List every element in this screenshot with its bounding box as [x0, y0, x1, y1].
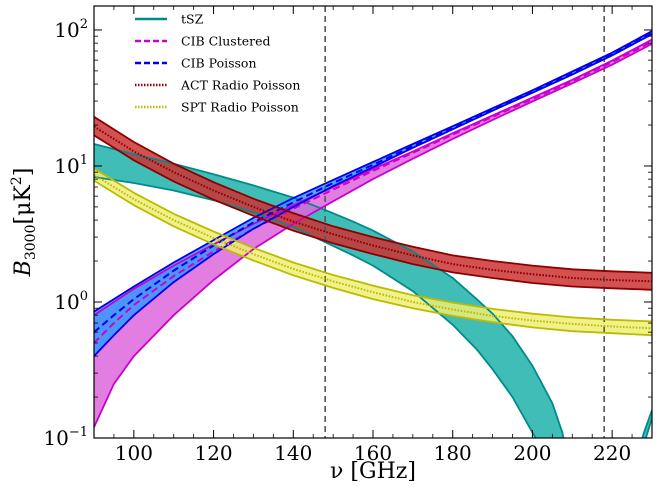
y-label-close: ]: [11, 168, 36, 177]
x-tick-label: 140: [274, 441, 312, 465]
x-tick-label: 100: [115, 441, 153, 465]
x-tick-label: 200: [513, 441, 551, 465]
x-tick-label: 180: [434, 441, 472, 465]
x-axis-label: ν [GHz]: [330, 459, 416, 484]
legend-label-spt-radio-poisson: SPT Radio Poisson: [181, 100, 299, 115]
y-label-superscript: 2: [9, 176, 25, 185]
x-tick-label: 220: [593, 441, 631, 465]
x-tick-label: 120: [194, 441, 232, 465]
legend-label-cib-poisson: CIB Poisson: [181, 56, 257, 71]
y-label-subscript: 3000: [23, 225, 39, 261]
y-label-unit: [μK: [11, 185, 36, 225]
legend-label-tsz: tSZ: [181, 12, 204, 27]
legend-label-cib-clustered: CIB Clustered: [181, 34, 270, 49]
legend-label-act-radio-poisson: ACT Radio Poisson: [180, 78, 300, 93]
y-label-symbol: B: [11, 260, 36, 277]
